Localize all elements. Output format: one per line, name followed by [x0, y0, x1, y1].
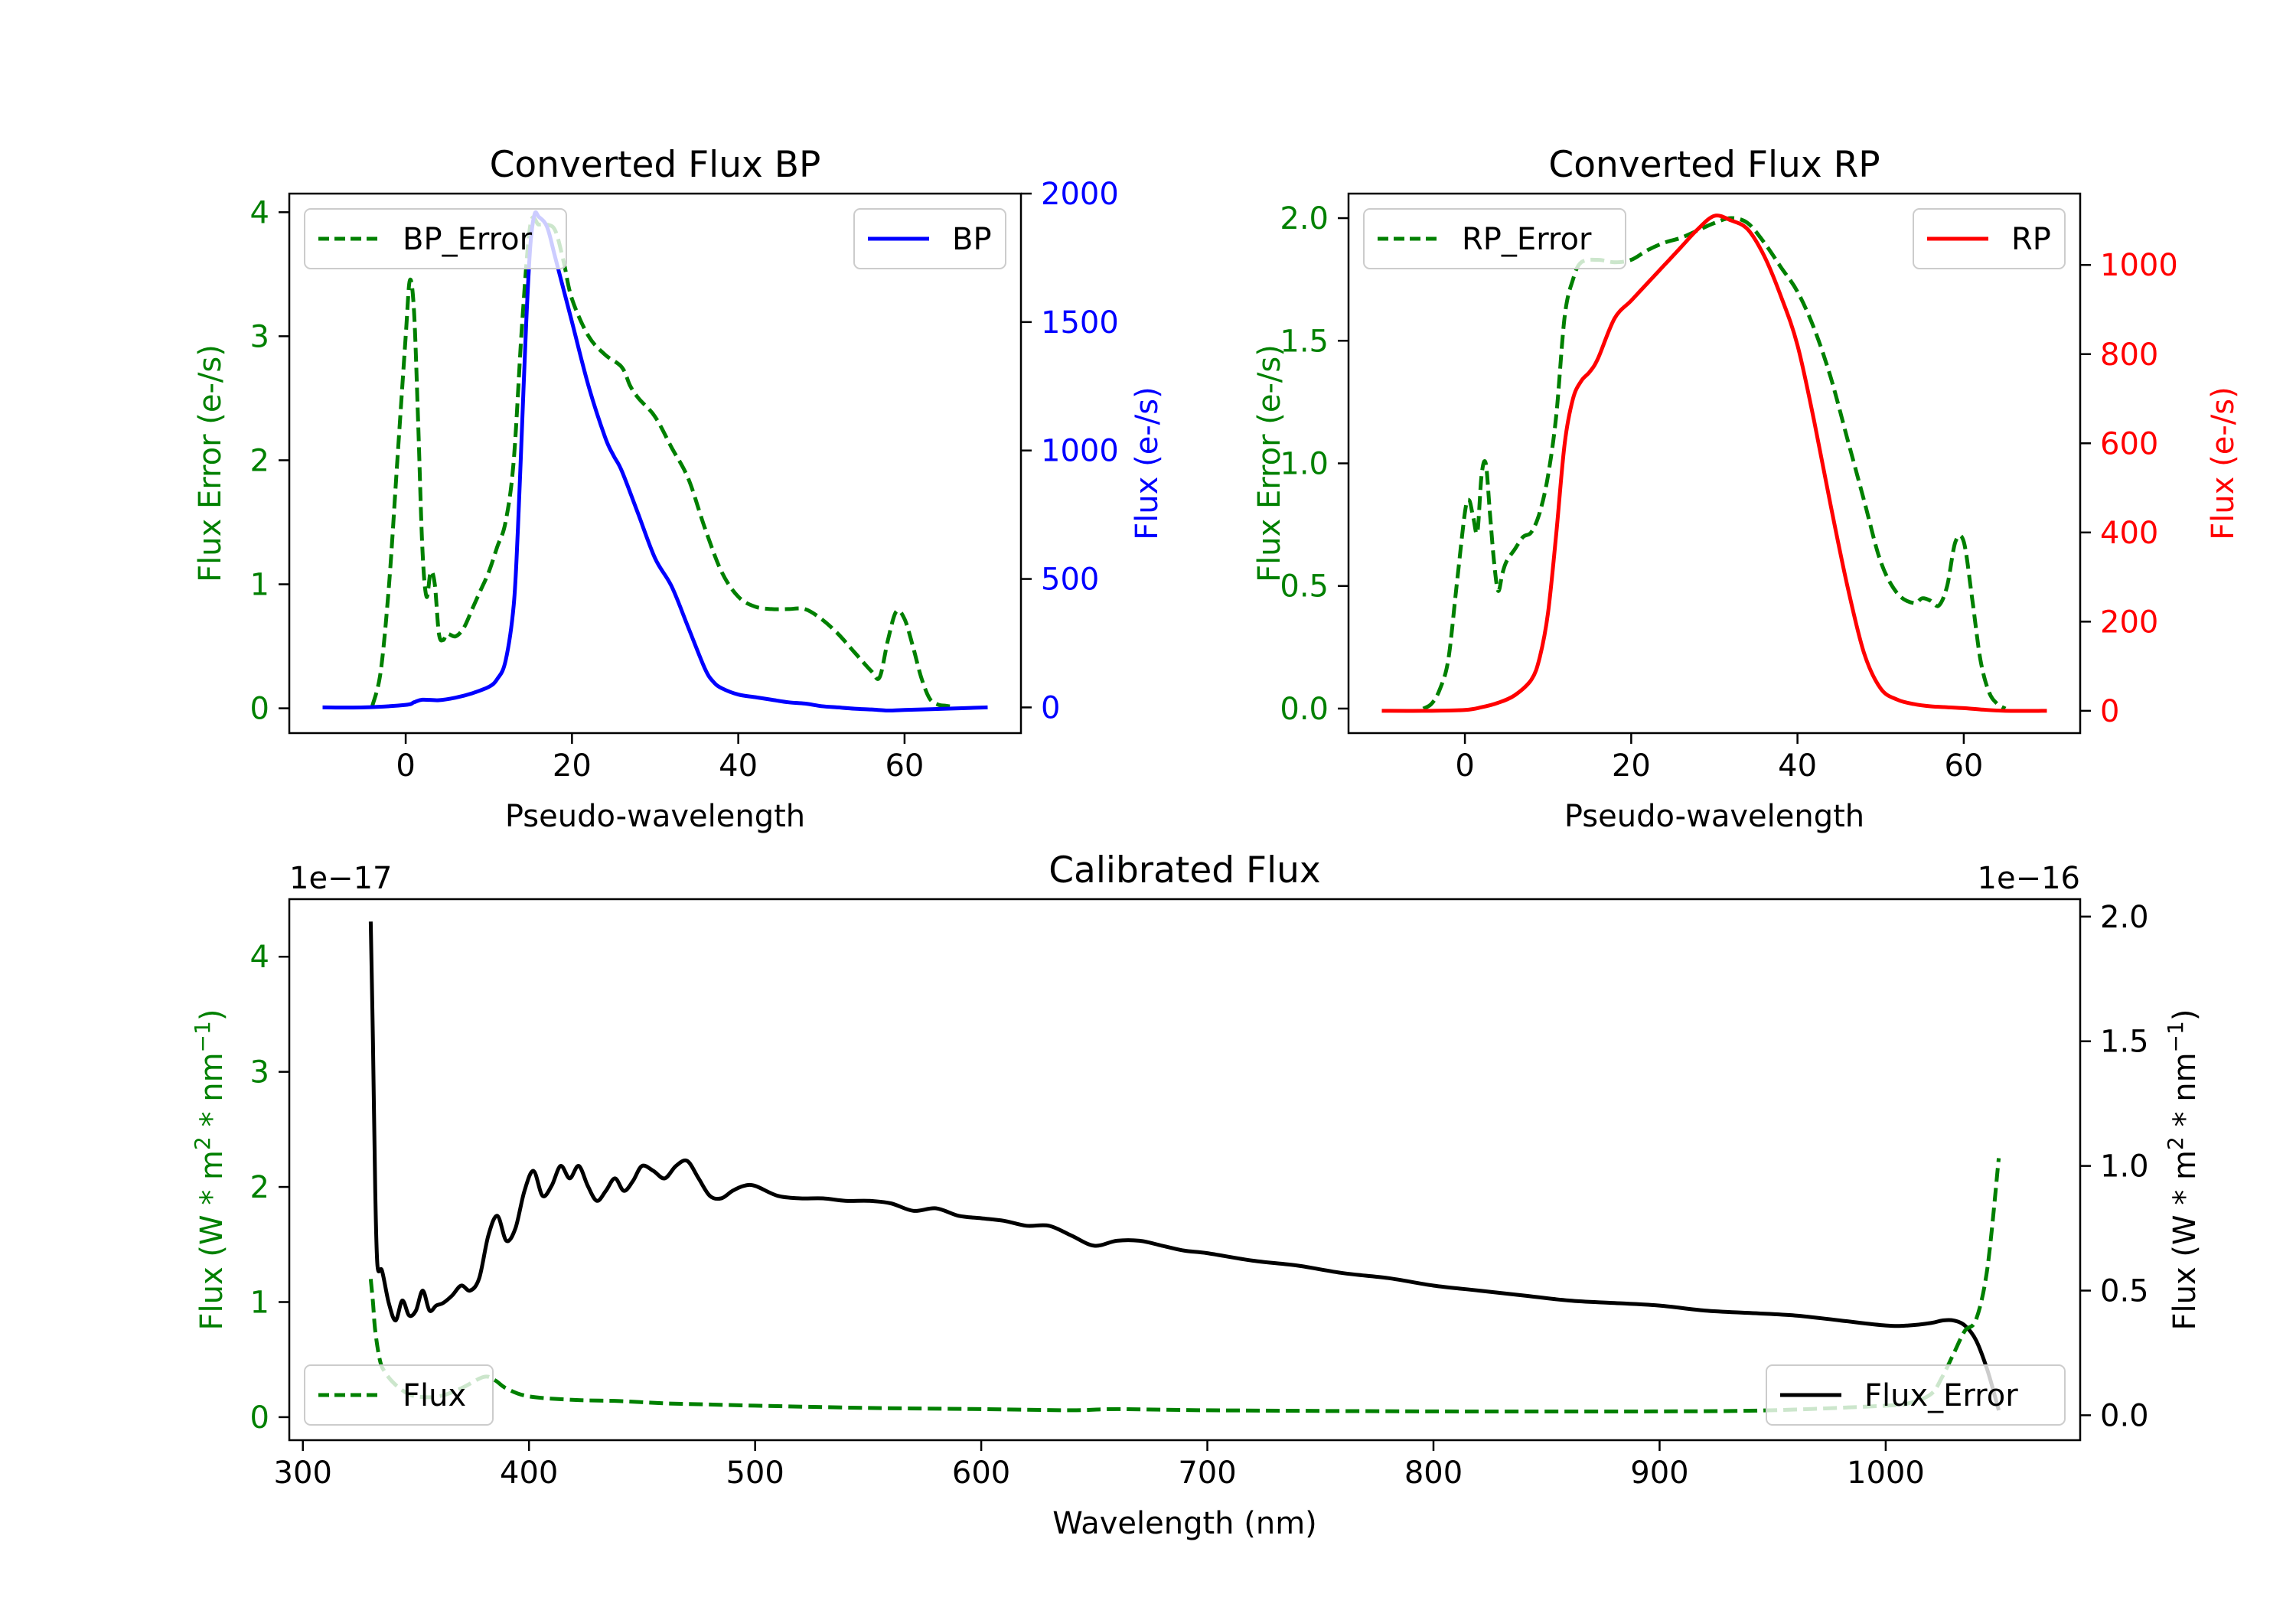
bp-ytick-right-label: 1500 [1041, 305, 1119, 341]
calibrated-chart: Calibrated Flux 300 400 500 600 700 800 900 1000… [190, 849, 2203, 1541]
rp-ytick-right-label: 200 [2100, 605, 2158, 640]
calibrated-ytick-right-label: 2.0 [2100, 900, 2149, 935]
rp-legend-left-label: RP_Error [1462, 222, 1592, 257]
calibrated-ylabel-right: Flux (W * m2 * nm−1) [2163, 1009, 2203, 1331]
bp-ytick-left-label: 2 [250, 443, 269, 478]
calibrated-right-multiplier: 1e−16 [1978, 861, 2080, 896]
calibrated-ytick-left-label: 1 [250, 1285, 269, 1320]
rp-xtick-label: 40 [1778, 748, 1817, 784]
rp-ylabel-left: Flux Error (e-/s) [1252, 344, 1287, 582]
rp-ytick-left-label: 1.0 [1280, 447, 1329, 482]
bp-xtick-label: 60 [885, 748, 924, 784]
bp-xtick-label: 20 [553, 748, 592, 784]
calibrated-left-multiplier: 1e−17 [289, 861, 392, 896]
calibrated-xtick-label: 300 [274, 1455, 332, 1491]
bp-legend-right: BP [853, 208, 1006, 269]
bp-ytick-right-label: 0 [1041, 690, 1060, 725]
rp-xlabel: Pseudo-wavelength [1564, 799, 1864, 834]
bp-ytick-left-label: 1 [250, 568, 269, 603]
bp-series-bp [322, 210, 988, 713]
calibrated-ytick-left-label: 0 [250, 1400, 269, 1436]
rp-ytick-left-label: 2.0 [1280, 201, 1329, 236]
calibrated-legend-right: Flux_Error [1766, 1364, 2066, 1426]
rp-xtick-label: 20 [1612, 748, 1651, 784]
bp-ytick-right-label: 500 [1041, 562, 1099, 598]
bp-ylabel-left: Flux Error (e-/s) [193, 344, 228, 582]
rp-legend-right-frame [1913, 208, 2066, 269]
bp-legend-right-frame [853, 208, 1006, 269]
bp-xtick-label: 40 [719, 748, 758, 784]
bp-plot-frame [288, 192, 1022, 735]
calibrated-ytick-left-label: 2 [250, 1170, 269, 1205]
bp-xtick-label: 0 [396, 748, 415, 784]
rp-ytick-left-label: 1.5 [1280, 324, 1329, 359]
bp-title: Converted Flux BP [490, 144, 821, 186]
calibrated-ytick-right-label: 0.0 [2100, 1398, 2149, 1433]
bp-legend-right-label: BP [952, 222, 992, 257]
bp-xlabel: Pseudo-wavelength [505, 799, 805, 834]
rp-legend-left-frame [1363, 208, 1626, 269]
rp-xtick-label: 0 [1455, 748, 1474, 784]
rp-ytick-left-label: 0.5 [1280, 569, 1329, 605]
calibrated-legend-left-label: Flux [403, 1378, 466, 1413]
bp-chart: Converted Flux BP0 20 40 600123405001000150… [193, 144, 1165, 834]
bp-ytick-left-label: 0 [250, 692, 269, 727]
rp-series-rp [1381, 214, 2047, 713]
rp-chart: Converted Flux RP 0 20 40 60 0.0 0.5 1.0 1.5 2.0 0… [1252, 144, 2241, 834]
rp-series-rp-error [1422, 216, 2007, 711]
bp-ytick-right-label: 2000 [1041, 177, 1119, 212]
calibrated-xtick-label: 400 [500, 1455, 558, 1491]
rp-title: Converted Flux RP [1548, 144, 1880, 186]
bp-ytick-right-label: 1000 [1041, 434, 1119, 469]
rp-legend-right: RP [1913, 208, 2066, 269]
bp-ylabel-right: Flux (e-/s) [1130, 386, 1165, 539]
calibrated-ytick-right-label: 1.5 [2100, 1025, 2149, 1060]
calibrated-xtick-label: 900 [1630, 1455, 1688, 1491]
calibrated-title: Calibrated Flux [1049, 849, 1321, 892]
calibrated-legend-left: Flux [304, 1364, 494, 1426]
calibrated-xlabel: Wavelength (nm) [1052, 1506, 1317, 1541]
rp-ytick-right-label: 0 [2100, 694, 2119, 729]
rp-ytick-right-label: 800 [2100, 337, 2158, 373]
bp-legend-left-label: BP_Error [403, 222, 533, 257]
calibrated-ytick-left-label: 4 [250, 940, 269, 975]
calibrated-legend-right-label: Flux_Error [1864, 1378, 2018, 1413]
calibrated-xtick-label: 600 [952, 1455, 1010, 1491]
rp-ytick-left-label: 0.0 [1280, 692, 1329, 727]
bp-ytick-left-label: 4 [250, 195, 269, 230]
rp-ytick-right-label: 600 [2100, 426, 2158, 461]
rp-legend-left: RP_Error [1363, 208, 1626, 269]
calibrated-legend-right-frame [1766, 1364, 2066, 1426]
bp-ytick-left-label: 3 [250, 319, 269, 354]
rp-ylabel-right: Flux (e-/s) [2206, 386, 2241, 539]
calibrated-xtick-label: 800 [1404, 1455, 1463, 1491]
bp-legend-left: BP_Error [304, 208, 567, 269]
calibrated-ytick-right-label: 1.0 [2100, 1149, 2149, 1185]
rp-ytick-right-label: 1000 [2100, 248, 2178, 283]
calibrated-xtick-label: 700 [1178, 1455, 1236, 1491]
calibrated-legend-left-frame [304, 1364, 494, 1426]
calibrated-ylabel-left: Flux (W * m2 * nm−1) [190, 1009, 230, 1331]
calibrated-plot-frame [288, 898, 2082, 1442]
rp-ytick-right-label: 400 [2100, 516, 2158, 551]
rp-legend-right-label: RP [2011, 222, 2051, 257]
calibrated-xtick-label: 500 [726, 1455, 784, 1491]
calibrated-ytick-left-label: 3 [250, 1055, 269, 1090]
calibrated-ytick-right-label: 0.5 [2100, 1274, 2149, 1309]
rp-xtick-label: 60 [1944, 748, 1983, 784]
calibrated-series-flux [368, 921, 2001, 1411]
bp-legend-left-frame [304, 208, 567, 269]
calibrated-xtick-label: 1000 [1847, 1455, 1925, 1491]
